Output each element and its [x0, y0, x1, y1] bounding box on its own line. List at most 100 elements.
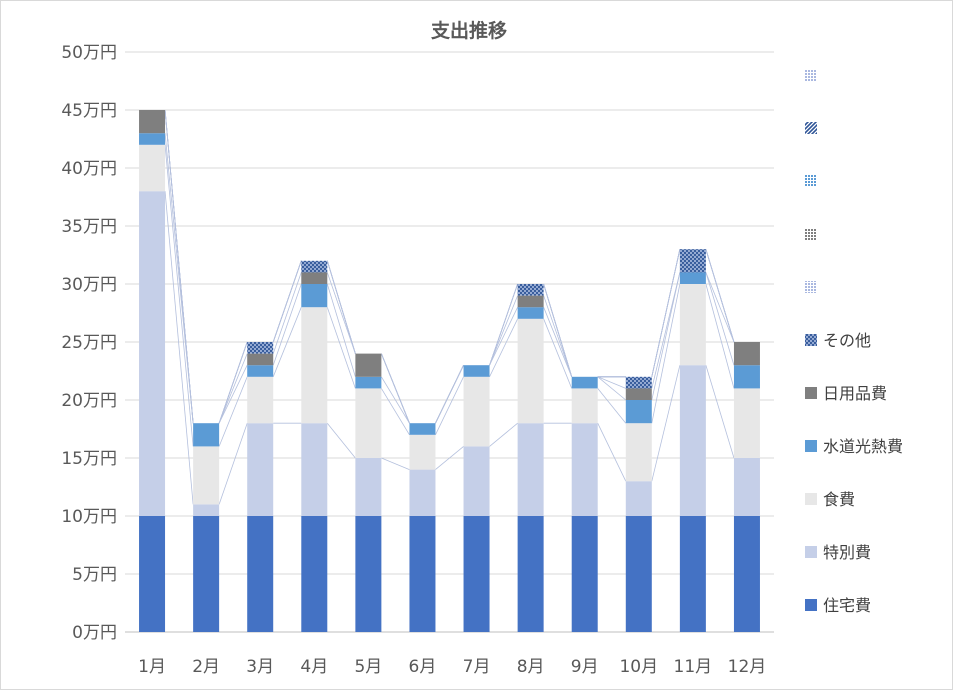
y-tick-label: 45万円 [61, 101, 117, 121]
gridlines [125, 51, 774, 633]
bar-segment[interactable] [355, 353, 382, 377]
bar-segment[interactable] [625, 516, 652, 632]
legend[interactable]: 住宅費 特別費 食費 水道光熱費 日用品費 その他 [805, 69, 903, 615]
series-line [543, 283, 573, 377]
bar-segment[interactable] [733, 516, 760, 632]
bar-segment[interactable] [139, 191, 166, 516]
legend-swatch[interactable] [805, 228, 817, 240]
series-line [381, 388, 410, 436]
legend-swatch[interactable] [805, 175, 817, 187]
series-line [326, 307, 356, 389]
series-line [272, 283, 302, 366]
series-line [381, 353, 410, 424]
bar-segment[interactable] [679, 272, 706, 284]
bar-segment[interactable] [355, 516, 382, 632]
bar-segment[interactable] [463, 516, 490, 632]
legend-label[interactable]: 住宅費 [823, 596, 871, 615]
legend-label[interactable]: 食費 [823, 490, 855, 509]
bar-segment[interactable] [571, 516, 598, 632]
legend-swatch[interactable] [805, 387, 817, 399]
bar-segment[interactable] [355, 376, 382, 389]
bar-segment[interactable] [409, 423, 436, 435]
bar-segment[interactable] [193, 516, 220, 632]
bar-segment[interactable] [301, 272, 328, 284]
bar-segment[interactable] [409, 516, 436, 632]
bar-segment[interactable] [247, 376, 274, 424]
bar-segment[interactable] [517, 284, 544, 296]
bar-segment[interactable] [571, 376, 598, 389]
bar-segment[interactable] [679, 365, 706, 516]
series-line [705, 272, 735, 343]
bar-segment[interactable] [625, 388, 652, 400]
legend-swatch[interactable] [805, 122, 817, 134]
bar-segment[interactable] [733, 458, 760, 516]
legend-swatch[interactable] [805, 69, 817, 81]
bar-segment[interactable] [139, 110, 166, 134]
series-line [218, 353, 248, 424]
bar-segment[interactable] [517, 516, 544, 632]
bar-segment[interactable] [463, 446, 490, 516]
bar-segment[interactable] [625, 481, 652, 516]
series-line [651, 249, 681, 377]
legend-swatch[interactable] [805, 440, 817, 452]
series-line [489, 295, 518, 366]
bar-segment[interactable] [247, 516, 274, 632]
bar-segment[interactable] [301, 260, 328, 273]
bar-segment[interactable] [301, 307, 328, 424]
bar-segment[interactable] [355, 458, 382, 516]
y-tick-label: 20万円 [61, 391, 117, 411]
y-tick-label: 10万円 [61, 507, 117, 527]
x-tick-label: 9月 [571, 657, 599, 677]
bar-segment[interactable] [193, 504, 220, 516]
bar-segment[interactable] [301, 516, 328, 632]
legend-label[interactable]: 水道光熱費 [823, 437, 903, 456]
bar-segment[interactable] [247, 342, 274, 354]
bar-segment[interactable] [517, 318, 544, 424]
series-line [218, 341, 248, 424]
legend-label[interactable]: その他 [823, 331, 871, 350]
bar-segment[interactable] [139, 133, 166, 145]
y-tick-label: 25万円 [61, 333, 117, 353]
bar-segment[interactable] [463, 365, 490, 377]
legend-swatch[interactable] [805, 599, 817, 611]
bar-segment[interactable] [301, 284, 328, 308]
legend-swatch[interactable] [805, 493, 817, 505]
series-line [597, 376, 627, 401]
bar-segment[interactable] [193, 446, 220, 505]
bar-segment[interactable] [247, 365, 274, 377]
legend-swatch[interactable] [805, 546, 817, 558]
bar-segment[interactable] [733, 388, 760, 458]
bar-segment[interactable] [193, 423, 220, 447]
bar-segment[interactable] [139, 144, 166, 192]
bar-segment[interactable] [625, 376, 652, 389]
bar-segment[interactable] [409, 469, 436, 516]
bar-segment[interactable] [247, 423, 274, 516]
bar-segment[interactable] [571, 388, 598, 424]
bar-segment[interactable] [409, 434, 436, 470]
bar-segment[interactable] [679, 249, 706, 273]
bar-segment[interactable] [247, 353, 274, 366]
bar-segment[interactable] [517, 423, 544, 516]
bar-segment[interactable] [301, 423, 328, 516]
legend-label[interactable]: 特別費 [823, 543, 871, 562]
y-axis-tick-labels: 0万円 5万円 10万円 15万円 20万円 25万円 30万円 35万円 40万円 45万円 50… [61, 43, 117, 643]
bar-segment[interactable] [517, 307, 544, 319]
bar-segment[interactable] [679, 516, 706, 632]
y-tick-label: 30万円 [61, 275, 117, 295]
bar-segment[interactable] [679, 284, 706, 366]
bar-segment[interactable] [139, 516, 166, 632]
bars [139, 110, 760, 632]
bar-segment[interactable] [571, 423, 598, 516]
legend-swatch[interactable] [805, 334, 817, 346]
series-line [597, 376, 626, 389]
legend-label[interactable]: 日用品費 [823, 384, 887, 403]
legend-swatch[interactable] [805, 281, 817, 293]
bar-segment[interactable] [517, 295, 544, 308]
bar-segment[interactable] [733, 365, 760, 389]
x-tick-label: 3月 [246, 657, 274, 677]
bar-segment[interactable] [625, 400, 652, 424]
bar-segment[interactable] [625, 423, 652, 482]
bar-segment[interactable] [733, 342, 760, 366]
bar-segment[interactable] [355, 388, 382, 458]
bar-segment[interactable] [463, 376, 490, 447]
